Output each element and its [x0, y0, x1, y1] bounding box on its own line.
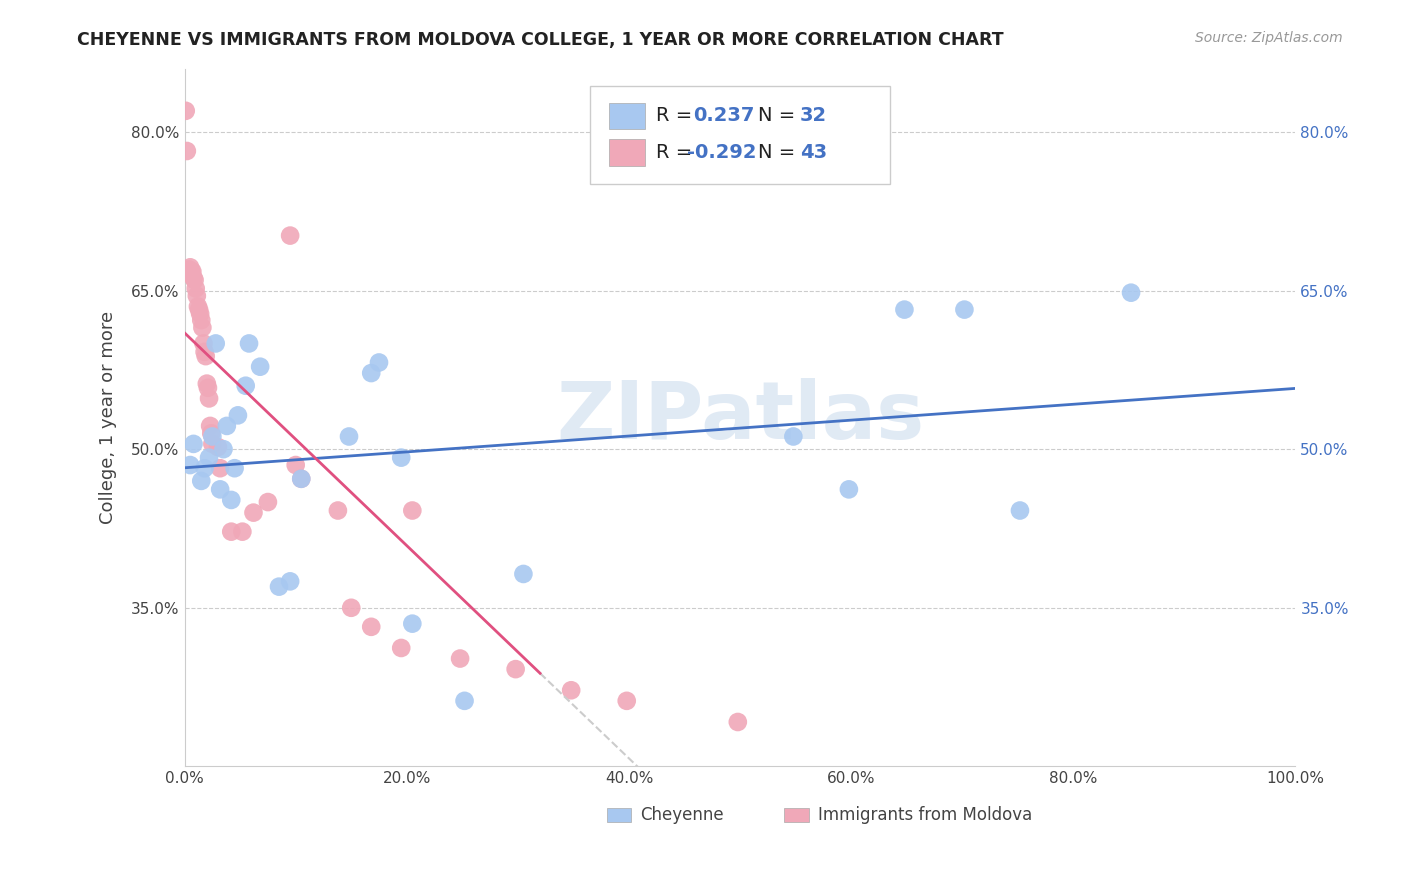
- Point: [560, 683, 582, 698]
- Point: [249, 359, 271, 374]
- Point: [368, 355, 391, 369]
- Text: 0.237: 0.237: [693, 106, 755, 126]
- Point: [200, 426, 222, 441]
- Point: [190, 474, 212, 488]
- Point: [290, 472, 312, 486]
- Text: 32: 32: [800, 106, 827, 126]
- Point: [207, 440, 229, 454]
- Point: [187, 300, 209, 314]
- Point: [201, 437, 224, 451]
- Point: [212, 442, 235, 457]
- FancyBboxPatch shape: [785, 808, 808, 822]
- Point: [453, 694, 475, 708]
- Point: [782, 429, 804, 443]
- Point: [184, 281, 207, 295]
- Point: [238, 336, 260, 351]
- Point: [953, 302, 976, 317]
- FancyBboxPatch shape: [591, 86, 890, 184]
- Text: Cheyenne: Cheyenne: [640, 806, 724, 824]
- Point: [183, 273, 205, 287]
- Point: [389, 450, 412, 465]
- Point: [1119, 285, 1142, 300]
- Point: [389, 640, 412, 655]
- Text: N =: N =: [758, 106, 801, 126]
- Point: [174, 103, 197, 118]
- Point: [183, 437, 205, 451]
- Text: R =: R =: [655, 106, 699, 126]
- Text: N =: N =: [758, 143, 801, 161]
- Point: [180, 264, 202, 278]
- Point: [401, 616, 423, 631]
- Point: [257, 495, 280, 509]
- Text: -0.292: -0.292: [686, 143, 756, 161]
- Text: ZIPatlas: ZIPatlas: [555, 378, 924, 457]
- Text: Source: ZipAtlas.com: Source: ZipAtlas.com: [1195, 31, 1343, 45]
- Point: [201, 429, 224, 443]
- Point: [188, 307, 211, 321]
- Point: [176, 144, 198, 158]
- Y-axis label: College, 1 year or more: College, 1 year or more: [100, 311, 117, 524]
- Point: [1008, 503, 1031, 517]
- Point: [340, 600, 363, 615]
- Point: [231, 524, 253, 539]
- FancyBboxPatch shape: [607, 808, 631, 822]
- Point: [204, 336, 226, 351]
- Point: [278, 574, 301, 589]
- Point: [209, 483, 232, 497]
- Point: [215, 418, 238, 433]
- Point: [512, 566, 534, 581]
- Text: Immigrants from Moldova: Immigrants from Moldova: [818, 806, 1032, 824]
- Point: [449, 651, 471, 665]
- Point: [179, 458, 201, 472]
- Point: [224, 461, 246, 475]
- FancyBboxPatch shape: [609, 103, 644, 129]
- Point: [284, 458, 307, 472]
- Point: [727, 714, 749, 729]
- Point: [219, 492, 242, 507]
- Point: [893, 302, 915, 317]
- Point: [290, 472, 312, 486]
- Point: [194, 461, 217, 475]
- Point: [226, 409, 249, 423]
- Point: [177, 262, 200, 277]
- Point: [616, 694, 638, 708]
- Text: CHEYENNE VS IMMIGRANTS FROM MOLDOVA COLLEGE, 1 YEAR OR MORE CORRELATION CHART: CHEYENNE VS IMMIGRANTS FROM MOLDOVA COLL…: [77, 31, 1004, 49]
- Text: R =: R =: [655, 143, 699, 161]
- Point: [193, 336, 215, 351]
- Point: [838, 483, 860, 497]
- Point: [401, 503, 423, 517]
- Point: [186, 289, 208, 303]
- Point: [198, 418, 221, 433]
- Point: [267, 580, 290, 594]
- FancyBboxPatch shape: [609, 139, 644, 166]
- Point: [191, 320, 214, 334]
- Point: [360, 366, 382, 380]
- Point: [360, 620, 382, 634]
- Point: [198, 450, 221, 465]
- Point: [179, 260, 201, 275]
- Point: [242, 506, 264, 520]
- Point: [505, 662, 527, 676]
- Point: [326, 503, 349, 517]
- Point: [190, 313, 212, 327]
- Point: [198, 392, 221, 406]
- Point: [194, 345, 217, 359]
- Point: [197, 381, 219, 395]
- Point: [195, 376, 218, 391]
- Point: [235, 378, 257, 392]
- Point: [219, 524, 242, 539]
- Point: [278, 228, 301, 243]
- Point: [337, 429, 360, 443]
- Point: [209, 461, 232, 475]
- Text: 43: 43: [800, 143, 827, 161]
- Point: [194, 349, 217, 363]
- Point: [181, 264, 204, 278]
- Point: [188, 302, 211, 317]
- Point: [183, 271, 205, 285]
